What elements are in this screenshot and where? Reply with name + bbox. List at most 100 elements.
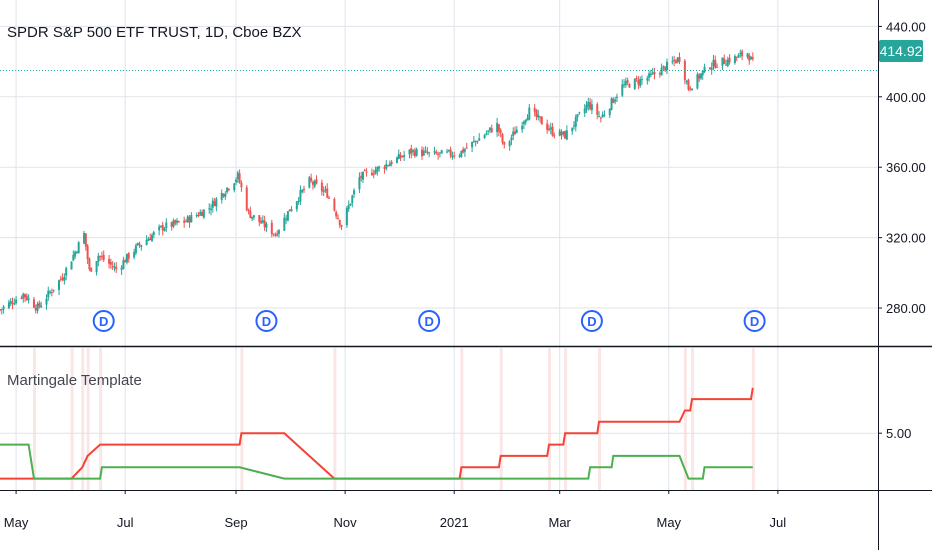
candle xyxy=(746,52,749,60)
candle-body xyxy=(651,72,654,74)
candle-body xyxy=(297,200,300,202)
candle xyxy=(428,151,431,158)
candle xyxy=(397,149,400,160)
candle xyxy=(2,305,5,314)
dividend-marker-circle xyxy=(92,310,115,332)
candle-body xyxy=(109,261,112,265)
candle xyxy=(390,160,393,167)
candle xyxy=(265,221,268,232)
candle xyxy=(725,59,728,66)
candle-body xyxy=(15,299,18,304)
candle-body xyxy=(0,309,3,311)
candle-body xyxy=(463,149,466,152)
candle-body xyxy=(488,127,491,131)
candle xyxy=(635,75,638,82)
candle-body xyxy=(496,122,499,133)
candle-body xyxy=(649,73,652,76)
candle-body xyxy=(703,66,706,73)
candle-body xyxy=(324,189,327,191)
candle xyxy=(424,146,427,154)
candle-body xyxy=(750,56,753,60)
candle xyxy=(124,258,127,263)
candle-body xyxy=(601,114,604,118)
candle-body xyxy=(245,187,248,211)
candle xyxy=(0,308,3,315)
candle-body xyxy=(721,57,724,66)
candle-body xyxy=(424,150,427,152)
candle xyxy=(665,58,668,75)
candle xyxy=(751,52,754,62)
candle-body xyxy=(395,157,398,163)
candle xyxy=(308,175,311,189)
candle xyxy=(340,224,343,231)
candle xyxy=(213,198,216,207)
candle xyxy=(47,286,50,301)
candle-body xyxy=(215,198,218,207)
candle-body xyxy=(58,280,61,290)
candle xyxy=(699,73,702,81)
candle xyxy=(710,62,713,75)
candle-body xyxy=(251,216,254,219)
candle-body xyxy=(159,225,162,227)
candle xyxy=(497,123,500,137)
candle-body xyxy=(610,97,613,110)
candle-body xyxy=(345,208,348,226)
candle-body xyxy=(163,228,166,231)
candle-body xyxy=(451,155,454,158)
candle-body xyxy=(485,133,488,135)
candle-body xyxy=(537,114,540,118)
candle-body xyxy=(149,238,152,241)
candle xyxy=(215,197,218,212)
candle-body xyxy=(0,309,1,311)
candle xyxy=(739,49,742,58)
candle-body xyxy=(84,233,87,247)
candle-body xyxy=(65,267,68,276)
dividend-marker-0: D xyxy=(92,310,115,332)
candle xyxy=(176,217,179,226)
candle xyxy=(174,219,177,226)
candle-body xyxy=(662,65,665,67)
candle-body xyxy=(565,130,568,140)
candle xyxy=(689,86,692,92)
candle-body xyxy=(739,52,742,55)
candle-body xyxy=(328,197,331,199)
candle xyxy=(276,230,279,237)
dividend-marker-circle xyxy=(255,310,278,332)
candle xyxy=(362,171,365,183)
candle-body xyxy=(195,215,198,217)
candle xyxy=(58,279,61,296)
candle-body xyxy=(124,260,127,263)
candle-body xyxy=(673,59,676,62)
candle xyxy=(728,54,731,65)
candle-body xyxy=(120,267,123,270)
candle xyxy=(576,114,579,122)
candle xyxy=(133,248,136,260)
candle xyxy=(236,170,239,183)
candle xyxy=(376,166,379,176)
candle-body xyxy=(70,261,73,270)
candle xyxy=(385,160,388,171)
candle-body xyxy=(725,64,728,66)
candle-body xyxy=(249,210,252,218)
candle-body xyxy=(665,61,668,71)
candle xyxy=(274,232,277,237)
candle xyxy=(72,250,75,262)
candle-body xyxy=(524,119,527,123)
candle xyxy=(335,210,338,220)
candle xyxy=(227,188,230,192)
candle xyxy=(478,133,481,141)
candle xyxy=(399,152,402,162)
candle-body xyxy=(526,117,529,121)
candle-body xyxy=(308,177,311,188)
candle-body xyxy=(608,108,611,116)
candle-body xyxy=(426,151,429,154)
candle-body xyxy=(63,277,66,281)
signal-band xyxy=(564,348,568,490)
candle xyxy=(74,250,77,260)
candle-body xyxy=(437,154,440,156)
candle-body xyxy=(378,166,381,169)
candle xyxy=(32,296,35,309)
candle xyxy=(374,166,377,175)
candle-body xyxy=(522,121,525,125)
